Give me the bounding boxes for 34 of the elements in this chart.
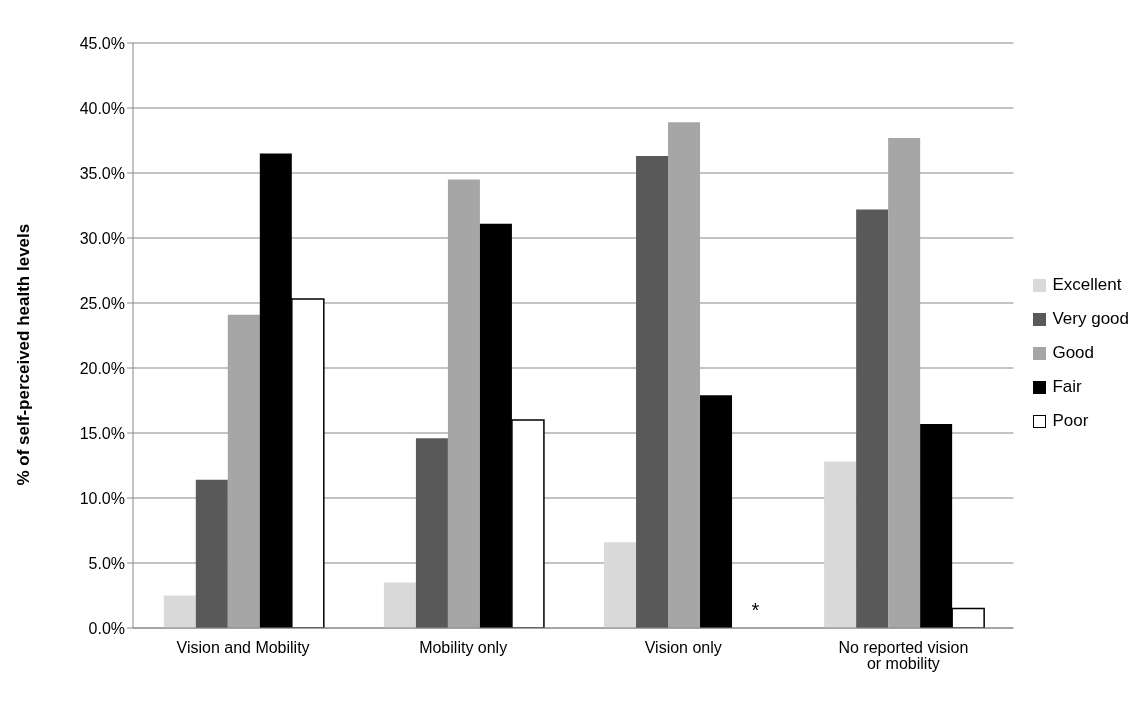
y-axis-title: % of self-perceived health levels: [14, 223, 34, 486]
annotation: *: [751, 599, 760, 622]
y-tick-label: 40.0%: [79, 99, 125, 117]
bar: [636, 156, 669, 628]
bar: [195, 479, 228, 628]
bar: [227, 314, 260, 628]
y-tick-label: 10.0%: [79, 489, 125, 507]
x-tick-label: Mobility only: [419, 639, 508, 657]
legend-label: Excellent: [1052, 275, 1122, 295]
bar: [668, 122, 701, 628]
bar: [888, 137, 921, 628]
x-tick-label: No reported vision or mobility: [838, 639, 969, 673]
bar: [856, 209, 889, 628]
y-tick-label: 20.0%: [79, 359, 125, 377]
bar: [824, 461, 857, 628]
bar: [604, 542, 637, 628]
y-tick-label: 5.0%: [88, 554, 125, 572]
x-tick-label: Vision and Mobility: [176, 639, 310, 657]
bar: [700, 395, 733, 628]
y-tick-label: 15.0%: [79, 424, 125, 442]
y-tick-label: 45.0%: [79, 34, 125, 52]
bar: [415, 438, 448, 628]
y-tick-label: 0.0%: [88, 619, 125, 637]
bar: [163, 595, 196, 628]
y-tick-label: 35.0%: [79, 164, 125, 182]
y-tick-label: 30.0%: [79, 229, 125, 247]
legend-label: Poor: [1052, 411, 1089, 431]
legend-label: Good: [1052, 343, 1095, 363]
bar: [383, 582, 416, 628]
legend-label: Fair: [1052, 377, 1082, 397]
bar: [447, 179, 480, 628]
x-tick-label: Vision only: [644, 639, 722, 657]
legend-label: Very good: [1052, 309, 1129, 329]
y-tick-label: 25.0%: [79, 294, 125, 312]
